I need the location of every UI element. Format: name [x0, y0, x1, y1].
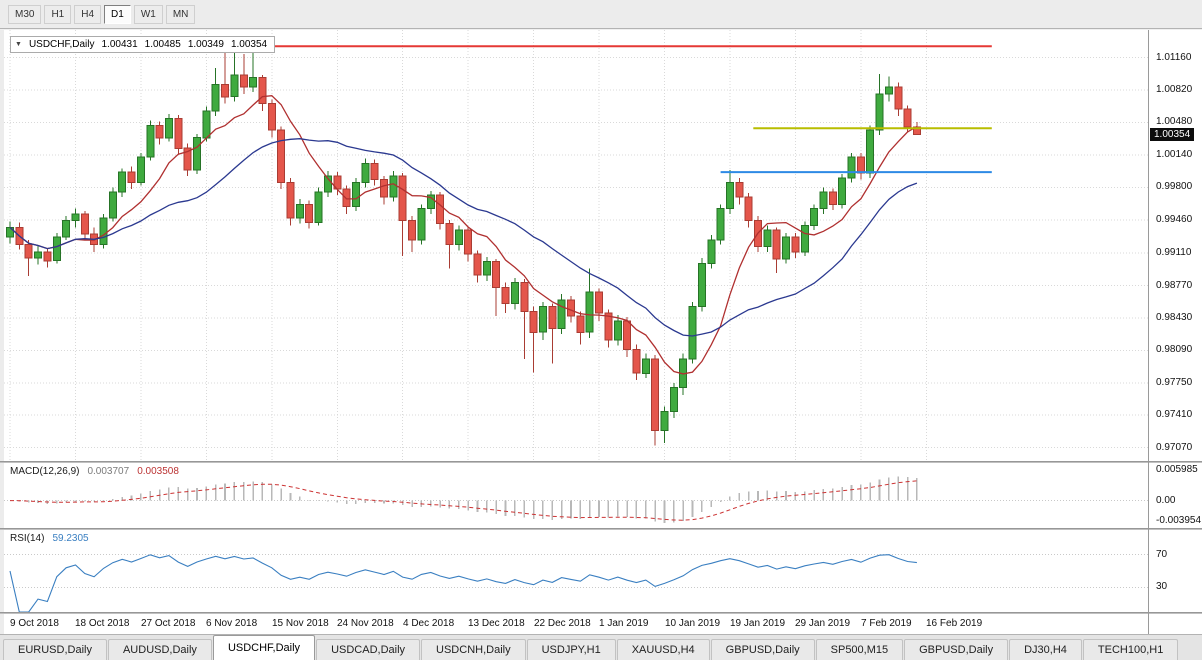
timeframe-button-d1[interactable]: D1 [104, 4, 131, 24]
price-axis-label: 1.00480 [1156, 116, 1193, 127]
price-axis-divider [1148, 30, 1149, 634]
date-axis-label: 10 Jan 2019 [665, 618, 721, 629]
price-axis-label: 1.00140 [1156, 149, 1193, 160]
rsi-axis-label: 70 [1156, 549, 1168, 560]
macd-histogram [18, 476, 918, 523]
price-axis-label: 1.00820 [1156, 84, 1193, 95]
chart-tab-usdjpy-h1[interactable]: USDJPY,H1 [526, 639, 616, 660]
price-axis-label: 0.99110 [1156, 247, 1192, 258]
date-axis-label: 18 Oct 2018 [75, 618, 130, 629]
date-axis-label: 1 Jan 2019 [599, 618, 649, 629]
date-axis-label: 7 Feb 2019 [861, 618, 912, 629]
timeframe-button-h1[interactable]: H1 [44, 4, 72, 24]
timeframe-toolbar: M30 H1 H4 D1 W1 MN [0, 0, 1202, 29]
macd-signal-line [9, 480, 917, 521]
date-axis-label: 27 Oct 2018 [141, 618, 196, 629]
panel-separator[interactable] [0, 461, 1202, 463]
panel-separator[interactable] [0, 528, 1202, 530]
price-axis-label: 0.99460 [1156, 214, 1193, 225]
price-axis-label: 0.98090 [1156, 344, 1193, 355]
chart-tab-xauusd-h4[interactable]: XAUUSD,H4 [616, 639, 710, 660]
rsi-axis-label: 30 [1156, 581, 1168, 592]
chart-tab-usdcnh-daily[interactable]: USDCNH,Daily [421, 639, 526, 660]
ma-slow-line [9, 138, 918, 337]
price-axis-label: 0.97070 [1156, 442, 1193, 453]
chart-tab-usdchf-daily[interactable]: USDCHF,Daily [212, 635, 316, 660]
date-axis-label: 15 Nov 2018 [272, 618, 329, 629]
price-axis-label: 0.97750 [1156, 377, 1193, 388]
chart-tab-gbpusd-daily[interactable]: GBPUSD,Daily [710, 639, 815, 660]
rsi-indicator-label: RSI(14) 59.2305 [10, 533, 89, 544]
price-axis-label: 0.97410 [1156, 409, 1193, 420]
macd-indicator-label: MACD(12,26,9) 0.003707 0.003508 [10, 466, 179, 477]
main-price-chart[interactable] [4, 30, 1148, 461]
chart-tab-tech100-h1[interactable]: TECH100,H1 [1082, 639, 1179, 660]
chart-tab-audusd-daily[interactable]: AUDUSD,Daily [107, 639, 212, 660]
chart-tab-gbpusd-daily[interactable]: GBPUSD,Daily [904, 639, 1009, 660]
rsi-value: 59.2305 [52, 533, 89, 544]
macd-subwindow[interactable] [4, 463, 1148, 528]
timeframe-button-m30[interactable]: M30 [8, 4, 42, 24]
ohlc-high: 1.00485 [144, 39, 181, 50]
current-price-badge: 1.00354 [1150, 128, 1195, 141]
chart-symbol-title: ▼ USDCHF,Daily 1.00431 1.00485 1.00349 1… [10, 36, 276, 53]
rsi-name: RSI(14) [10, 533, 45, 544]
ohlc-low: 1.00349 [187, 39, 224, 50]
macd-axis-label: 0.00 [1156, 495, 1176, 506]
date-axis-label: 24 Nov 2018 [337, 618, 394, 629]
window-edge [0, 30, 4, 634]
chart-tab-dj30-h4[interactable]: DJ30,H4 [1009, 639, 1082, 660]
price-axis-label: 0.99800 [1156, 181, 1193, 192]
date-axis-label: 13 Dec 2018 [468, 618, 525, 629]
macd-signal-value: 0.003508 [137, 466, 179, 477]
date-axis-label: 16 Feb 2019 [926, 618, 983, 629]
symbol-period-label: USDCHF,Daily [28, 39, 95, 50]
chart-tab-sp500-m15[interactable]: SP500,M15 [815, 639, 904, 660]
macd-axis-label: -0.003954 [1156, 515, 1202, 526]
timeframe-button-mn[interactable]: MN [165, 4, 196, 24]
date-axis-label: 4 Dec 2018 [403, 618, 455, 629]
price-axis-label: 0.98770 [1156, 280, 1193, 291]
date-axis-label: 9 Oct 2018 [10, 618, 59, 629]
candles-layer [6, 46, 921, 446]
chart-tab-usdcad-daily[interactable]: USDCAD,Daily [316, 639, 421, 660]
timeframe-button-w1[interactable]: W1 [133, 4, 163, 24]
grid-layer [4, 30, 1148, 461]
date-axis-label: 19 Jan 2019 [730, 618, 786, 629]
date-axis-label: 6 Nov 2018 [206, 618, 258, 629]
rsi-line [9, 554, 917, 612]
chart-tab-bar: EURUSD,Daily AUDUSD,Daily USDCHF,Daily USDC… [0, 634, 1202, 660]
ma-fast-line [9, 95, 918, 375]
chart-window-background [0, 30, 1202, 634]
panel-separator[interactable] [0, 612, 1202, 614]
macd-name: MACD(12,26,9) [10, 466, 80, 477]
macd-axis-label: 0.005985 [1156, 464, 1198, 475]
price-axis-label: 1.01160 [1156, 52, 1192, 63]
macd-main-value: 0.003707 [87, 466, 130, 477]
price-axis-label: 0.98430 [1156, 312, 1193, 323]
timeframe-button-h4[interactable]: H4 [74, 4, 102, 24]
rsi-subwindow[interactable] [4, 530, 1148, 612]
date-axis-label: 29 Jan 2019 [795, 618, 851, 629]
chart-tab-eurusd-daily[interactable]: EURUSD,Daily [3, 639, 107, 660]
ohlc-open: 1.00431 [101, 39, 138, 50]
date-axis-label: 22 Dec 2018 [534, 618, 591, 629]
ohlc-close: 1.00354 [230, 39, 268, 50]
collapse-arrow-icon[interactable]: ▼ [15, 41, 22, 48]
